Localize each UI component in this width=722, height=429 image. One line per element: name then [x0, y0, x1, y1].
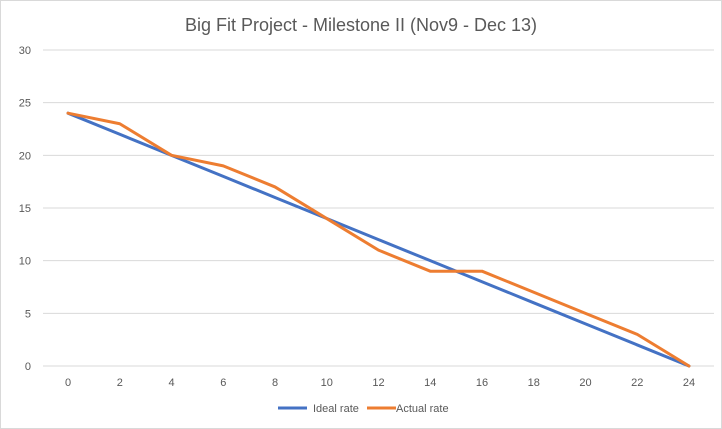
y-tick-label: 0	[25, 361, 31, 373]
x-tick-label: 2	[117, 377, 123, 389]
x-tick-label: 16	[476, 377, 488, 389]
series-line-1	[66, 111, 691, 368]
series-line-0	[66, 111, 691, 368]
x-tick-label: 4	[168, 377, 174, 389]
x-tick-label: 10	[321, 377, 333, 389]
y-tick-label: 30	[19, 45, 31, 57]
y-tick-label: 20	[19, 150, 31, 162]
legend-label: Actual rate	[396, 403, 449, 415]
x-tick-label: 0	[65, 377, 71, 389]
x-axis-ticks: 0 2 4 6 8 10 12 14 16 18 20 22 24	[65, 377, 695, 389]
y-tick-label: 10	[19, 256, 31, 268]
y-axis-ticks: 0 5 10 15 20 25 30	[19, 45, 31, 373]
x-tick-label: 8	[272, 377, 278, 389]
chart-title: Big Fit Project - Milestone II (Nov9 - D…	[185, 15, 537, 35]
y-tick-label: 5	[25, 308, 31, 320]
x-tick-label: 18	[528, 377, 540, 389]
series-lines	[66, 111, 691, 368]
x-tick-label: 6	[220, 377, 226, 389]
y-tick-label: 15	[19, 203, 31, 215]
legend-label: Ideal rate	[313, 403, 359, 415]
y-tick-label: 25	[19, 98, 31, 110]
x-tick-label: 24	[683, 377, 695, 389]
gridlines	[43, 49, 714, 367]
x-tick-label: 20	[579, 377, 591, 389]
x-tick-label: 14	[424, 377, 436, 389]
x-tick-label: 12	[372, 377, 384, 389]
x-tick-label: 22	[631, 377, 643, 389]
legend: Ideal rate Actual rate	[278, 403, 449, 415]
